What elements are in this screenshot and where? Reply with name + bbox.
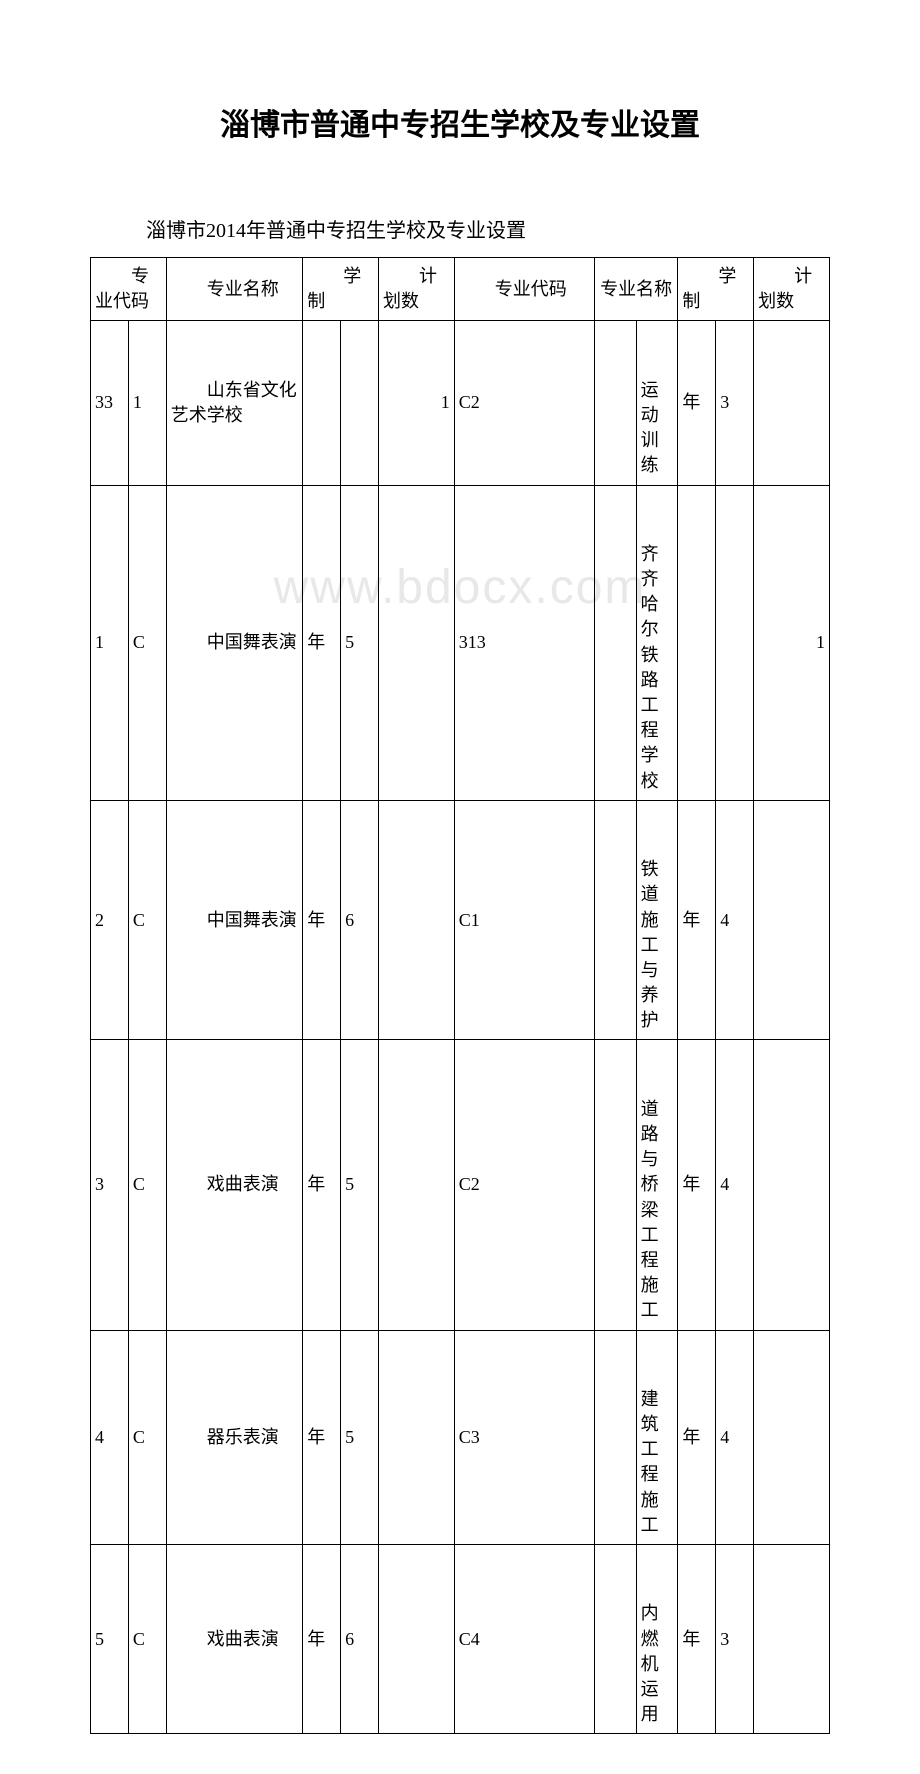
table-header-row: 专业代码 专业名称 学制 计划数 专业代码 专业名称 学制 计划数 bbox=[91, 258, 830, 321]
page-subtitle: 淄博市2014年普通中专招生学校及专业设置 bbox=[90, 214, 830, 243]
table-cell: C2 bbox=[454, 1040, 594, 1330]
table-cell: 内燃机运用 bbox=[636, 1545, 678, 1734]
table-cell: 3 bbox=[716, 1545, 754, 1734]
table-cell: 年 bbox=[303, 485, 341, 800]
table-cell: C4 bbox=[454, 1545, 594, 1734]
table-cell: 6 bbox=[341, 1545, 379, 1734]
table-cell bbox=[716, 485, 754, 800]
table-cell: 3 bbox=[91, 1040, 129, 1330]
table-cell bbox=[594, 1040, 636, 1330]
table-row: 331山东省文化艺术学校1C2运动训练年3 bbox=[91, 321, 830, 485]
header-plan-a: 计划数 bbox=[378, 258, 454, 321]
table-cell: 2 bbox=[91, 800, 129, 1040]
table-cell: C3 bbox=[454, 1330, 594, 1545]
header-code-b: 专业代码 bbox=[454, 258, 594, 321]
table-cell: 5 bbox=[91, 1545, 129, 1734]
table-cell: 戏曲表演 bbox=[166, 1040, 302, 1330]
admissions-table: 专业代码 专业名称 学制 计划数 专业代码 专业名称 学制 计划数 331山东省… bbox=[90, 257, 830, 1734]
table-cell: 5 bbox=[341, 485, 379, 800]
table-cell bbox=[341, 321, 379, 485]
table-cell: 中国舞表演 bbox=[166, 800, 302, 1040]
table-row: 4C器乐表演年5C3建筑工程施工年4 bbox=[91, 1330, 830, 1545]
table-cell: 3 bbox=[716, 321, 754, 485]
table-cell: 5 bbox=[341, 1330, 379, 1545]
table-cell: C bbox=[128, 1040, 166, 1330]
header-code-a: 专业代码 bbox=[91, 258, 167, 321]
table-cell: C bbox=[128, 1330, 166, 1545]
table-cell: 中国舞表演 bbox=[166, 485, 302, 800]
table-cell: 年 bbox=[303, 800, 341, 1040]
table-cell: 33 bbox=[91, 321, 129, 485]
table-cell bbox=[594, 1545, 636, 1734]
table-cell bbox=[378, 485, 454, 800]
table-cell: 戏曲表演 bbox=[166, 1545, 302, 1734]
header-system-a: 学制 bbox=[303, 258, 379, 321]
header-name-a: 专业名称 bbox=[166, 258, 302, 321]
table-cell bbox=[303, 321, 341, 485]
table-cell: 1 bbox=[91, 485, 129, 800]
table-row: 2C中国舞表演年6C1铁道施工与养护年4 bbox=[91, 800, 830, 1040]
table-cell bbox=[754, 1330, 830, 1545]
table-cell: 器乐表演 bbox=[166, 1330, 302, 1545]
table-cell: 铁道施工与养护 bbox=[636, 800, 678, 1040]
table-cell: 齐齐哈尔铁路工程学校 bbox=[636, 485, 678, 800]
table-cell bbox=[378, 1330, 454, 1545]
table-row: 1C中国舞表演年5313齐齐哈尔铁路工程学校1 bbox=[91, 485, 830, 800]
table-cell bbox=[378, 1545, 454, 1734]
table-cell: 年 bbox=[678, 800, 716, 1040]
table-cell bbox=[594, 321, 636, 485]
table-cell: C bbox=[128, 1545, 166, 1734]
table-cell: 4 bbox=[716, 800, 754, 1040]
table-cell: C1 bbox=[454, 800, 594, 1040]
table-row: 5C戏曲表演年6C4内燃机运用年3 bbox=[91, 1545, 830, 1734]
table-cell bbox=[754, 1040, 830, 1330]
table-cell bbox=[594, 1330, 636, 1545]
table-cell: 道路与桥梁工程施工 bbox=[636, 1040, 678, 1330]
table-cell bbox=[378, 800, 454, 1040]
table-cell: 年 bbox=[303, 1545, 341, 1734]
table-cell: 5 bbox=[341, 1040, 379, 1330]
table-cell: 1 bbox=[128, 321, 166, 485]
header-plan-b: 计划数 bbox=[754, 258, 830, 321]
table-cell: 6 bbox=[341, 800, 379, 1040]
table-cell bbox=[754, 800, 830, 1040]
table-cell: 山东省文化艺术学校 bbox=[166, 321, 302, 485]
table-cell: C2 bbox=[454, 321, 594, 485]
table-cell: 1 bbox=[378, 321, 454, 485]
table-cell: C bbox=[128, 485, 166, 800]
table-cell: C bbox=[128, 800, 166, 1040]
table-row: 3C戏曲表演年5C2道路与桥梁工程施工年4 bbox=[91, 1040, 830, 1330]
header-system-b: 学制 bbox=[678, 258, 754, 321]
table-cell: 建筑工程施工 bbox=[636, 1330, 678, 1545]
table-cell: 4 bbox=[716, 1040, 754, 1330]
table-cell: 运动训练 bbox=[636, 321, 678, 485]
table-cell bbox=[754, 1545, 830, 1734]
table-cell: 年 bbox=[678, 1330, 716, 1545]
table-cell: 年 bbox=[678, 321, 716, 485]
table-cell bbox=[754, 321, 830, 485]
table-cell bbox=[594, 800, 636, 1040]
table-cell bbox=[378, 1040, 454, 1330]
table-cell: 年 bbox=[678, 1040, 716, 1330]
table-cell: 313 bbox=[454, 485, 594, 800]
page-title: 淄博市普通中专招生学校及专业设置 bbox=[90, 100, 830, 144]
document-content: 淄博市普通中专招生学校及专业设置 淄博市2014年普通中专招生学校及专业设置 专… bbox=[90, 100, 830, 1734]
table-cell: 4 bbox=[91, 1330, 129, 1545]
table-cell: 4 bbox=[716, 1330, 754, 1545]
table-cell: 年 bbox=[678, 1545, 716, 1734]
table-cell bbox=[678, 485, 716, 800]
table-cell: 1 bbox=[754, 485, 830, 800]
table-cell: 年 bbox=[303, 1330, 341, 1545]
header-name-b: 专业名称 bbox=[594, 258, 677, 321]
table-cell: 年 bbox=[303, 1040, 341, 1330]
table-cell bbox=[594, 485, 636, 800]
